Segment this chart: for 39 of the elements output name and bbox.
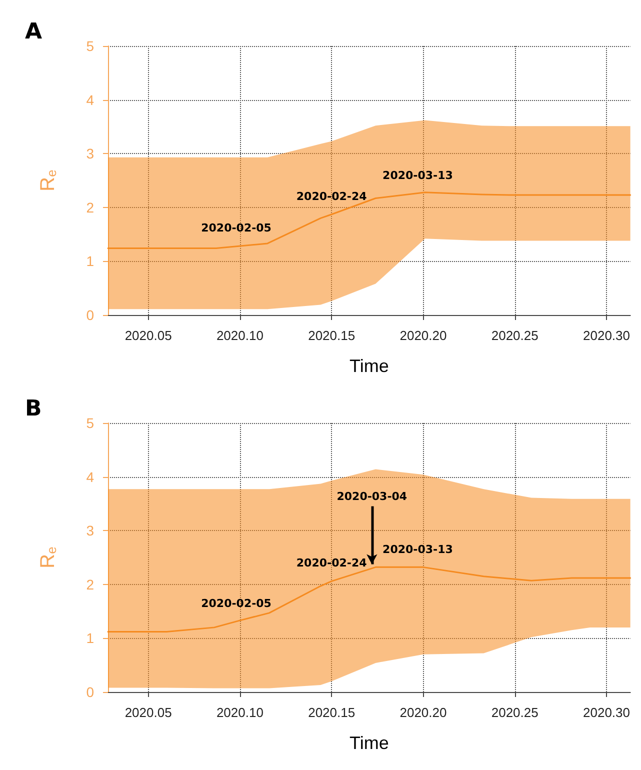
x-tick-label: 2020.25 [491,705,538,720]
x-tick-label: 2020.10 [216,328,264,343]
chart-title: B [25,396,42,422]
x-tick-label: 2020.30 [583,705,630,720]
x-axis-title: Time [349,356,389,376]
y-tick-label: 4 [86,92,94,108]
x-tick-label: 2020.05 [124,705,172,720]
y-tick-label: 3 [86,522,94,539]
y-axis-title: Re [37,170,59,192]
y-tick-label: 1 [86,630,94,646]
y-tick-label: 1 [86,253,94,270]
y-tick-label: 0 [86,684,94,700]
y-tick-label: 4 [86,468,94,485]
x-tick-label: 2020.10 [216,705,264,720]
annotation: 2020-02-24 [296,556,368,570]
line-series [107,566,632,632]
y-axis-title: Re [37,546,59,568]
y-tick-label: 5 [86,415,94,431]
x-axis-title: Time [349,733,389,753]
annotation: 2020-02-05 [201,222,272,235]
x-tick-label: 2020.30 [583,328,630,343]
annotation: 2020-03-04 [336,490,408,503]
y-tick-label: 5 [86,38,94,54]
x-tick-label: 2020.25 [491,328,538,343]
line-series [107,192,632,250]
y-tick-label: 2 [86,199,94,216]
chart-title: A [25,20,42,44]
annotation: 2020-02-24 [296,190,368,203]
y-tick-label: 2 [86,576,94,592]
x-tick-label: 2020.20 [400,705,447,720]
x-tick-label: 2020.20 [400,328,447,343]
x-tick-label: 2020.05 [124,328,172,343]
annotation: 2020-02-05 [201,597,272,610]
annotation: 2020-03-13 [382,543,453,556]
annotation: 2020-03-13 [382,168,453,182]
y-tick-label: 3 [86,146,94,162]
x-tick-label: 2020.15 [308,705,356,720]
y-tick-label: 0 [86,307,94,323]
x-tick-label: 2020.15 [308,328,356,343]
